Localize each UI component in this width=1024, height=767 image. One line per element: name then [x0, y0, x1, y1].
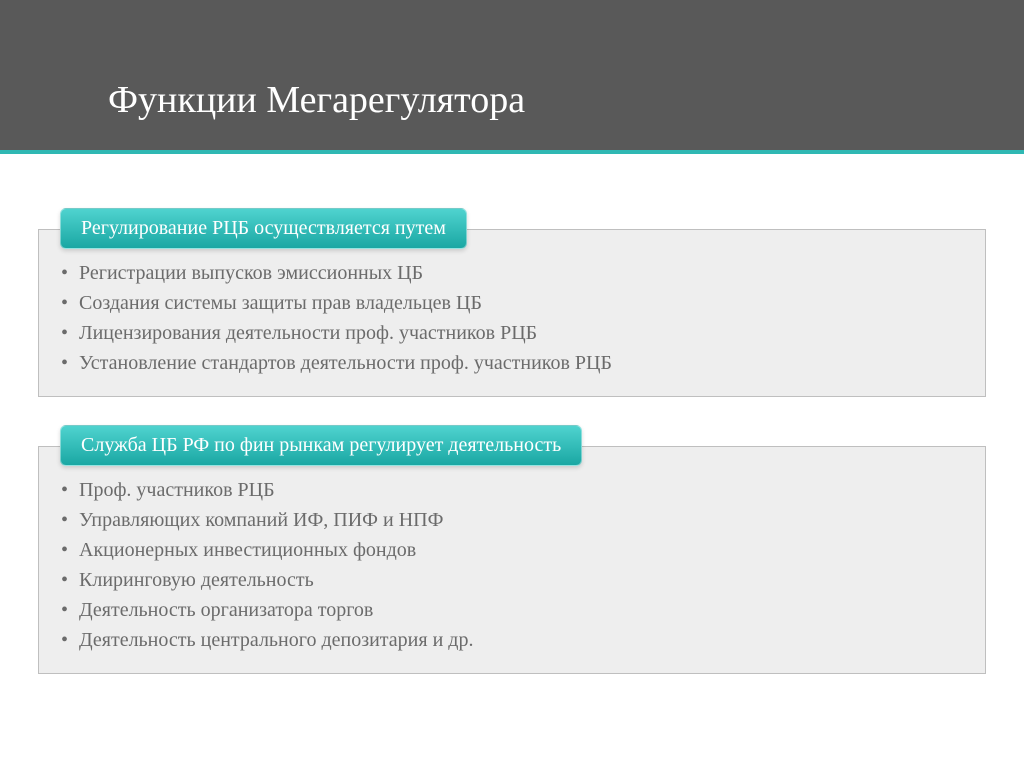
block-regulation: Регулирование РЦБ осуществляется путем Р…: [38, 208, 986, 397]
list-item: Регистрации выпусков эмиссионных ЦБ: [61, 258, 963, 288]
list-item: Лицензирования деятельности проф. участн…: [61, 318, 963, 348]
list-item: Акционерных инвестиционных фондов: [61, 535, 963, 565]
block-service: Служба ЦБ РФ по фин рынкам регулирует де…: [38, 425, 986, 674]
block-body: Регистрации выпусков эмиссионных ЦБ Созд…: [38, 229, 986, 397]
slide-title: Функции Мегарегулятора: [108, 78, 1024, 122]
block-header: Служба ЦБ РФ по фин рынкам регулирует де…: [60, 425, 582, 466]
block-body: Проф. участников РЦБ Управляющих компани…: [38, 446, 986, 674]
list-item: Клиринговую деятельность: [61, 565, 963, 595]
block-header: Регулирование РЦБ осуществляется путем: [60, 208, 467, 249]
list-item: Управляющих компаний ИФ, ПИФ и НПФ: [61, 505, 963, 535]
list-item: Установление стандартов деятельности про…: [61, 348, 963, 378]
bullet-list: Регистрации выпусков эмиссионных ЦБ Созд…: [61, 258, 963, 378]
list-item: Создания системы защиты прав владельцев …: [61, 288, 963, 318]
list-item: Деятельность центрального депозитария и …: [61, 625, 963, 655]
content-area: Регулирование РЦБ осуществляется путем Р…: [0, 154, 1024, 674]
list-item: Деятельность организатора торгов: [61, 595, 963, 625]
bullet-list: Проф. участников РЦБ Управляющих компани…: [61, 475, 963, 655]
header-band: Функции Мегарегулятора: [0, 0, 1024, 150]
list-item: Проф. участников РЦБ: [61, 475, 963, 505]
